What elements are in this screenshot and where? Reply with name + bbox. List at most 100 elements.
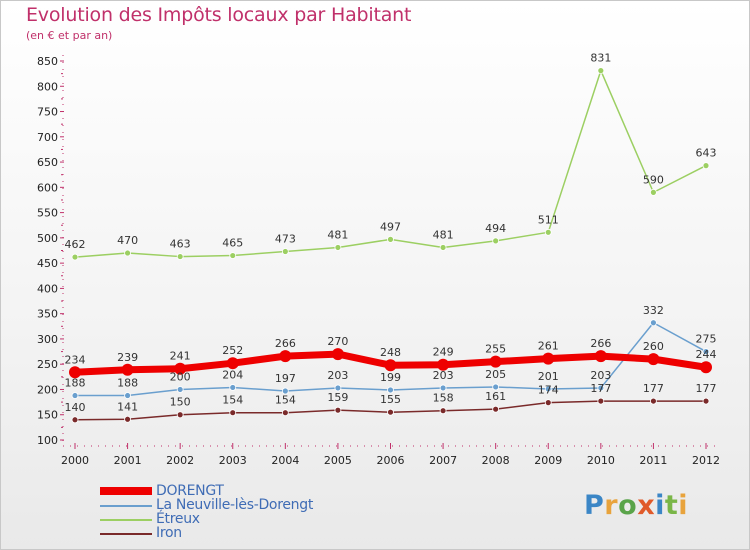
- data-point: [334, 244, 342, 251]
- data-point: [542, 352, 555, 365]
- data-label: 463: [170, 238, 191, 251]
- x-tick-label: 2011: [639, 454, 667, 467]
- x-tick-label: 2006: [377, 454, 405, 467]
- data-point: [226, 357, 239, 370]
- data-label: 252: [222, 344, 243, 357]
- data-point: [439, 244, 447, 251]
- data-label: 244: [696, 348, 717, 361]
- legend-label-la-neuville: La Neuville-lès-Dorengt: [156, 497, 314, 513]
- data-point: [279, 350, 292, 363]
- data-label: 154: [222, 394, 243, 407]
- data-label: 203: [433, 369, 454, 382]
- legend-label-iron: Iron: [156, 525, 182, 541]
- data-label: 497: [380, 220, 401, 233]
- data-point: [492, 237, 500, 245]
- data-label: 188: [65, 377, 86, 390]
- data-label: 161: [485, 390, 506, 403]
- data-label: 481: [433, 228, 454, 241]
- data-label: 511: [538, 213, 559, 226]
- logo-letter: t: [664, 490, 679, 521]
- data-label: 177: [696, 382, 717, 395]
- data-point: [384, 359, 397, 372]
- data-point: [334, 384, 342, 392]
- data-label: 177: [643, 382, 664, 395]
- data-point: [176, 253, 184, 260]
- y-tick-label: 300: [37, 333, 58, 346]
- data-label: 261: [538, 340, 559, 353]
- y-tick-label: 150: [37, 409, 58, 422]
- data-point: [281, 248, 289, 255]
- data-label: 203: [327, 369, 348, 382]
- data-label: 831: [590, 52, 611, 65]
- data-point: [124, 249, 131, 257]
- data-point: [71, 392, 79, 399]
- data-label: 260: [643, 340, 664, 353]
- data-label: 188: [117, 377, 138, 390]
- chart-title: Evolution des Impôts locaux par Habitant: [26, 4, 412, 26]
- data-point: [544, 228, 552, 236]
- data-label: 473: [275, 233, 296, 246]
- y-tick-label: 250: [37, 358, 58, 371]
- data-label: 481: [327, 228, 348, 241]
- data-point: [334, 406, 342, 414]
- legend-swatch-dorengt: [100, 487, 152, 495]
- x-tick-label: 2001: [114, 454, 142, 467]
- data-point: [492, 405, 500, 413]
- data-label: 199: [380, 371, 401, 384]
- data-label: 177: [590, 382, 611, 395]
- data-point: [174, 362, 187, 375]
- y-tick-label: 800: [37, 80, 58, 93]
- y-tick-label: 100: [37, 434, 58, 447]
- data-point: [597, 384, 605, 392]
- data-point: [702, 162, 710, 170]
- data-label: 266: [590, 337, 611, 350]
- data-point: [331, 348, 344, 361]
- data-label: 590: [643, 173, 664, 186]
- y-tick-label: 600: [37, 181, 58, 194]
- legend-item-dorengt: DORENGT: [100, 483, 400, 499]
- data-point: [437, 358, 450, 371]
- data-point: [176, 386, 184, 393]
- data-label: 266: [275, 337, 296, 350]
- data-label: 141: [117, 400, 138, 413]
- data-point: [492, 383, 500, 391]
- legend-item-etreux: Étreux: [100, 511, 400, 527]
- data-label: 465: [222, 237, 243, 250]
- data-point: [544, 385, 552, 393]
- data-label: 201: [538, 370, 559, 383]
- x-tick-label: 2002: [166, 454, 194, 467]
- data-label: 275: [696, 333, 717, 346]
- x-tick-label: 2004: [271, 454, 299, 467]
- data-point: [71, 416, 79, 424]
- data-point: [647, 353, 660, 366]
- x-tick-label: 2012: [692, 454, 720, 467]
- legend-label-etreux: Étreux: [156, 511, 200, 527]
- y-tick-label: 650: [37, 156, 58, 169]
- data-label: 470: [117, 234, 138, 247]
- data-point: [71, 253, 79, 261]
- logo-letter: x: [637, 490, 656, 521]
- data-label: 494: [485, 222, 506, 235]
- y-tick-label: 850: [37, 55, 58, 68]
- data-label: 203: [590, 369, 611, 382]
- data-point: [597, 397, 605, 405]
- data-point: [702, 348, 710, 355]
- y-tick-label: 700: [37, 131, 58, 144]
- data-point: [229, 252, 237, 259]
- logo-letter: o: [618, 490, 638, 521]
- x-tick-label: 2003: [219, 454, 247, 467]
- y-tick-label: 400: [37, 282, 58, 295]
- y-tick-label: 500: [37, 232, 58, 245]
- data-point: [439, 407, 447, 415]
- data-point: [229, 409, 237, 417]
- data-point: [597, 67, 605, 75]
- proxiti-logo: Proxiti: [584, 490, 688, 521]
- data-point: [489, 355, 502, 368]
- data-label: 154: [275, 394, 296, 407]
- data-label: 158: [433, 392, 454, 405]
- x-tick-label: 2005: [324, 454, 352, 467]
- data-label: 643: [696, 147, 717, 160]
- data-label: 248: [380, 346, 401, 359]
